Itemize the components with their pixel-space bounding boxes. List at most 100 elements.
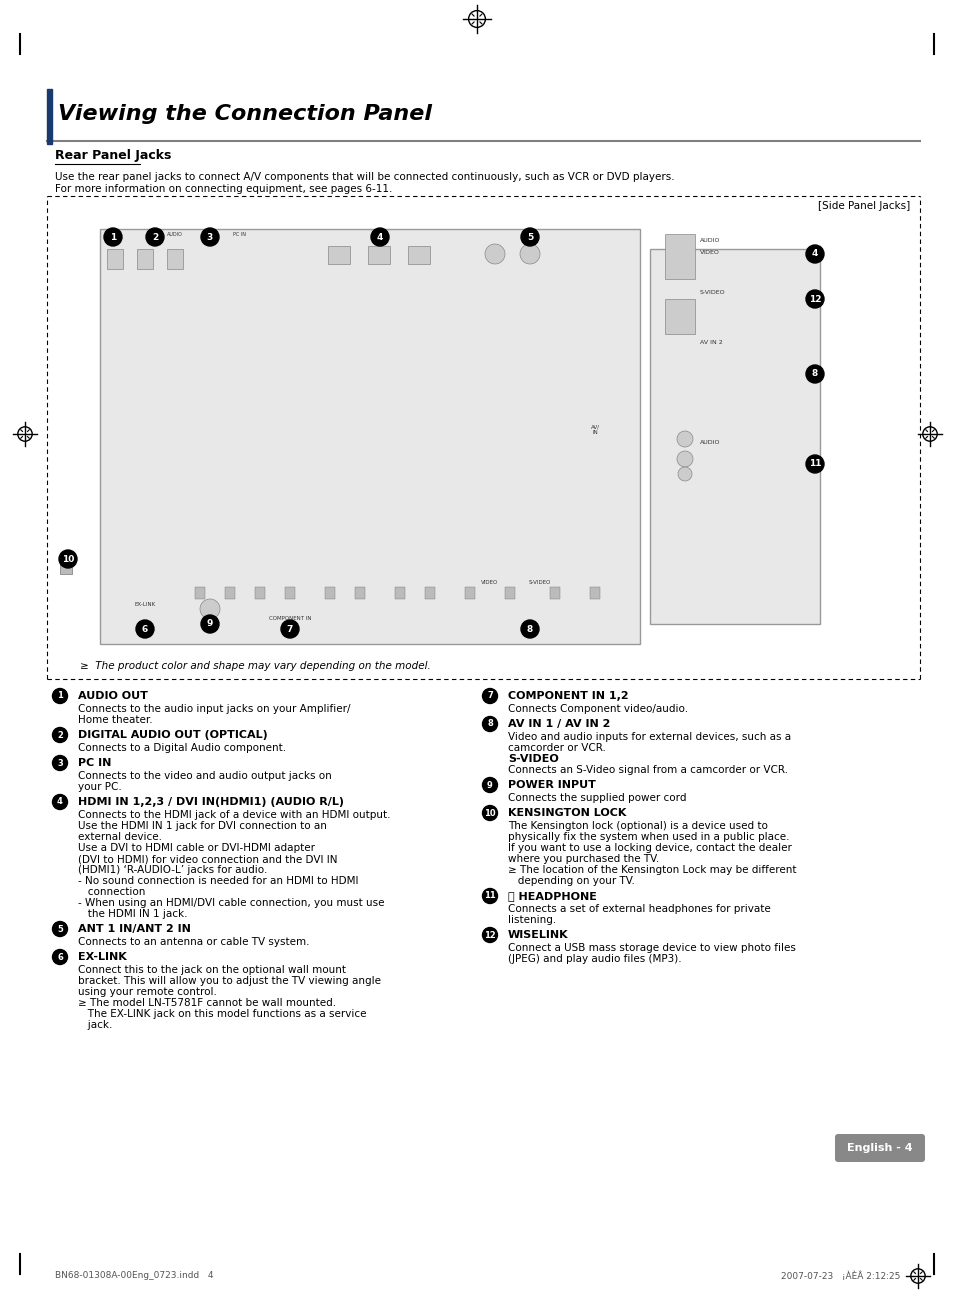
Text: Use the HDMI IN 1 jack for DVI connection to an: Use the HDMI IN 1 jack for DVI connectio… [78, 822, 327, 831]
Circle shape [59, 550, 77, 569]
Bar [328, 246, 350, 263]
Text: ≥  The product color and shape may vary depending on the model.: ≥ The product color and shape may vary d… [80, 661, 431, 672]
Bar [368, 246, 390, 263]
Bar [424, 587, 435, 599]
Text: Viewing the Connection Panel: Viewing the Connection Panel [58, 104, 432, 124]
Circle shape [52, 922, 68, 936]
Circle shape [484, 244, 504, 263]
Text: Connects to a Digital Audio component.: Connects to a Digital Audio component. [78, 743, 286, 752]
Bar [649, 249, 820, 625]
Text: PC IN: PC IN [233, 232, 246, 237]
Text: EX-LINK: EX-LINK [134, 601, 155, 606]
Text: DIGITAL AUDIO OUT (OPTICAL): DIGITAL AUDIO OUT (OPTICAL) [78, 730, 268, 739]
Text: 2: 2 [152, 232, 158, 241]
Text: 11: 11 [483, 892, 496, 901]
Text: 11: 11 [808, 459, 821, 468]
Circle shape [52, 794, 68, 810]
Text: 1: 1 [57, 691, 63, 700]
Text: [Side Panel Jacks]: [Side Panel Jacks] [817, 201, 909, 211]
Text: ≥ The model LN-T5781F cannot be wall mounted.: ≥ The model LN-T5781F cannot be wall mou… [78, 998, 335, 1008]
Circle shape [520, 228, 538, 246]
Text: AV IN 1 / AV IN 2: AV IN 1 / AV IN 2 [507, 719, 610, 729]
Text: AV/
IN: AV/ IN [590, 424, 598, 436]
Text: KENSINGTON LOCK: KENSINGTON LOCK [507, 808, 626, 818]
Circle shape [677, 451, 692, 467]
Circle shape [519, 244, 539, 263]
Text: WISELINK: WISELINK [507, 930, 568, 940]
Text: (DVI to HDMI) for video connection and the DVI IN: (DVI to HDMI) for video connection and t… [78, 854, 337, 865]
Text: BN68-01308A-00Eng_0723.indd   4: BN68-01308A-00Eng_0723.indd 4 [55, 1271, 213, 1281]
Text: where you purchased the TV.: where you purchased the TV. [507, 854, 659, 865]
Text: Use a DVI to HDMI cable or DVI-HDMI adapter: Use a DVI to HDMI cable or DVI-HDMI adap… [78, 842, 314, 853]
Bar [664, 299, 695, 334]
Text: For more information on connecting equipment, see pages 6-11.: For more information on connecting equip… [55, 184, 392, 194]
FancyBboxPatch shape [834, 1134, 924, 1162]
Circle shape [805, 365, 823, 383]
Bar [589, 587, 599, 599]
Text: using your remote control.: using your remote control. [78, 987, 216, 998]
Text: AUDIO OUT: AUDIO OUT [78, 691, 148, 702]
Text: 6: 6 [142, 625, 148, 634]
Text: PC IN: PC IN [78, 758, 112, 768]
Text: jack.: jack. [78, 1020, 112, 1030]
Circle shape [200, 599, 220, 619]
Text: VIDEO: VIDEO [700, 250, 720, 256]
Text: 8: 8 [487, 720, 493, 729]
Text: S-VIDEO: S-VIDEO [700, 289, 725, 295]
Text: Connects to the video and audio output jacks on: Connects to the video and audio output j… [78, 771, 332, 781]
Text: Connects Component video/audio.: Connects Component video/audio. [507, 704, 687, 715]
Text: S-VIDEO: S-VIDEO [507, 754, 558, 764]
Bar [408, 246, 430, 263]
Circle shape [805, 289, 823, 308]
Circle shape [482, 888, 497, 904]
Text: VIDEO: VIDEO [481, 580, 498, 585]
Text: AUDIO: AUDIO [700, 239, 720, 243]
Circle shape [104, 228, 122, 246]
Circle shape [805, 455, 823, 473]
Text: The Kensington lock (optional) is a device used to: The Kensington lock (optional) is a devi… [507, 822, 767, 831]
Bar [167, 249, 183, 269]
Text: ≥ The location of the Kensington Lock may be different: ≥ The location of the Kensington Lock ma… [507, 865, 796, 875]
Text: camcorder or VCR.: camcorder or VCR. [507, 743, 605, 752]
Circle shape [678, 467, 691, 481]
Circle shape [281, 619, 298, 638]
Text: Use the rear panel jacks to connect A/V components that will be connected contin: Use the rear panel jacks to connect A/V … [55, 172, 674, 183]
Bar [395, 587, 405, 599]
Text: Connects an S-Video signal from a camcorder or VCR.: Connects an S-Video signal from a camcor… [507, 765, 787, 775]
Text: 4: 4 [376, 232, 383, 241]
Bar [504, 587, 515, 599]
Circle shape [52, 755, 68, 771]
Circle shape [677, 432, 692, 447]
Text: Connects to the HDMI jack of a device with an HDMI output.: Connects to the HDMI jack of a device wi… [78, 810, 390, 820]
Text: the HDMI IN 1 jack.: the HDMI IN 1 jack. [78, 909, 188, 919]
Circle shape [482, 806, 497, 820]
Text: 12: 12 [483, 931, 496, 939]
Circle shape [201, 228, 219, 246]
Bar [47, 89, 52, 143]
Circle shape [482, 777, 497, 793]
Circle shape [201, 615, 219, 632]
Bar [550, 587, 559, 599]
Bar [355, 587, 365, 599]
Bar [254, 587, 265, 599]
Text: 9: 9 [207, 619, 213, 629]
Text: 2: 2 [57, 730, 63, 739]
Text: listening.: listening. [507, 915, 556, 925]
Text: ⓘ HEADPHONE: ⓘ HEADPHONE [507, 891, 597, 901]
Text: 5: 5 [526, 232, 533, 241]
Text: POWER INPUT: POWER INPUT [507, 780, 596, 790]
Circle shape [805, 245, 823, 263]
Circle shape [136, 619, 153, 638]
Text: 7: 7 [487, 691, 493, 700]
Text: 4: 4 [57, 798, 63, 806]
Text: The EX-LINK jack on this model functions as a service: The EX-LINK jack on this model functions… [78, 1009, 366, 1018]
Text: Connects to an antenna or cable TV system.: Connects to an antenna or cable TV syste… [78, 938, 309, 947]
Bar [60, 554, 71, 574]
Text: your PC.: your PC. [78, 782, 122, 792]
Text: English - 4: English - 4 [846, 1144, 912, 1153]
Bar [464, 587, 475, 599]
Text: (HDMI1) ‘R-AUDIO-L’ jacks for audio.: (HDMI1) ‘R-AUDIO-L’ jacks for audio. [78, 865, 267, 875]
Text: Connects to the audio input jacks on your Amplifier/: Connects to the audio input jacks on you… [78, 704, 350, 715]
Text: Rear Panel Jacks: Rear Panel Jacks [55, 150, 172, 163]
Text: 10: 10 [484, 808, 496, 818]
